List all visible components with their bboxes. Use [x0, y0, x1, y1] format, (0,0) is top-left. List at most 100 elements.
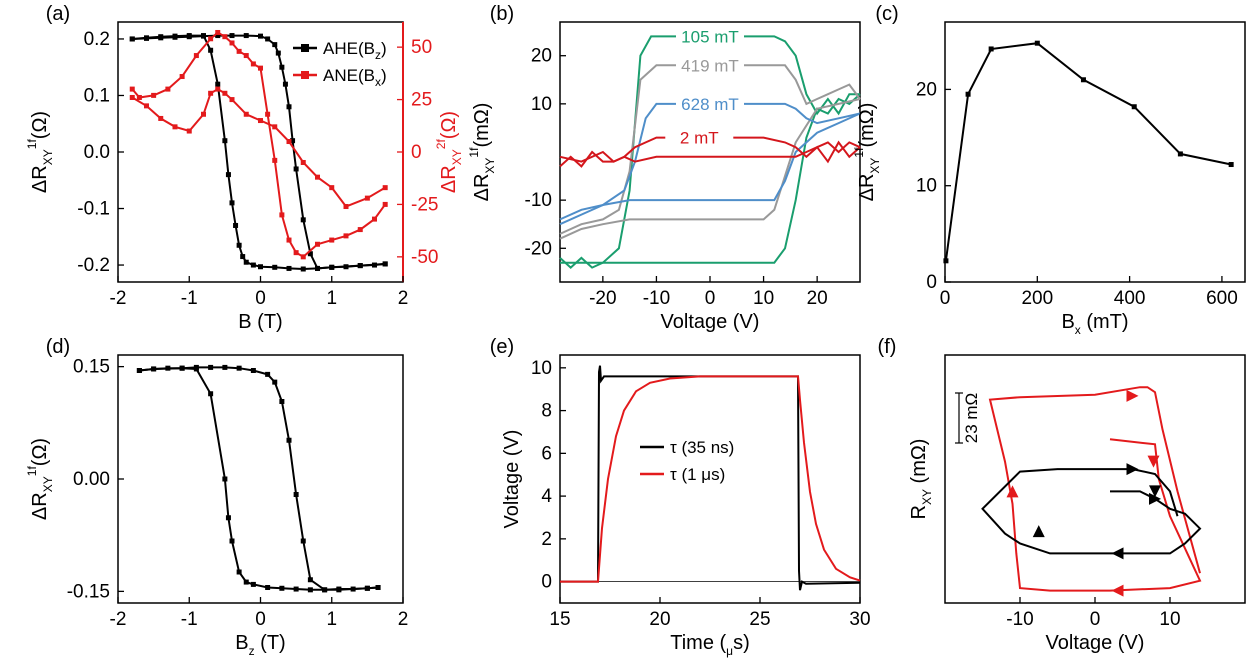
y-tick-label: -0.15: [67, 581, 110, 602]
y-right-tick-label: 25: [411, 90, 432, 111]
y-axis-label: ΔRXY1f(Ω): [25, 111, 55, 193]
data-point: [208, 47, 214, 53]
y-tick-label: 0.0: [84, 142, 110, 163]
y-tick-label: 10: [531, 94, 552, 115]
data-point: [151, 366, 157, 372]
y-axis-label: ΔRXY1f(mΩ): [467, 103, 497, 202]
data-point: [186, 34, 192, 40]
series-line: [560, 93, 861, 264]
series-line: [139, 366, 379, 591]
data-point: [286, 139, 292, 145]
data-point: [225, 515, 231, 521]
series-line: [559, 141, 861, 163]
x-axis-label: Voltage (V): [661, 311, 760, 333]
data-point: [357, 227, 363, 233]
data-point: [243, 53, 249, 59]
x-tick-label: 1: [326, 288, 337, 309]
y-right-axis-label: ΔRXY2f(Ω): [434, 111, 464, 193]
data-point: [236, 569, 242, 575]
y-tick-label: -20: [525, 238, 552, 259]
data-point: [265, 111, 271, 117]
x-tick-label: 10: [753, 288, 774, 309]
data-point: [250, 262, 256, 268]
data-point: [329, 237, 335, 243]
data-point: [286, 265, 292, 271]
x-tick-label: 30: [849, 609, 870, 630]
data-point: [965, 91, 971, 97]
series-line: [560, 375, 861, 583]
y-axis-label: Voltage (V): [501, 430, 523, 529]
data-point: [258, 118, 263, 124]
data-point: [336, 587, 342, 593]
plot-frame: [559, 354, 861, 604]
data-point: [229, 33, 235, 39]
data-point: [265, 36, 271, 42]
x-tick-label: -2: [110, 609, 127, 630]
x-tick-label: 2: [398, 288, 409, 309]
x-tick-label: 0: [255, 288, 266, 309]
data-point: [364, 195, 370, 201]
data-point: [233, 222, 239, 228]
data-point: [286, 237, 292, 243]
data-point: [165, 86, 171, 92]
data-point: [215, 29, 221, 35]
data-point: [943, 258, 949, 264]
data-point: [151, 92, 157, 98]
data-point: [293, 250, 299, 256]
data-point: [144, 35, 149, 41]
panel-label: (e): [490, 336, 514, 358]
data-point: [129, 86, 135, 92]
data-point: [250, 581, 256, 587]
data-point: [215, 81, 221, 87]
data-point: [179, 365, 185, 371]
annotation-bg: [676, 93, 744, 112]
data-point: [286, 437, 292, 443]
data-point: [300, 217, 306, 223]
data-point: [215, 86, 221, 92]
data-point: [293, 166, 299, 172]
data-point: [215, 33, 221, 39]
x-tick-label: 0: [705, 288, 716, 309]
data-point: [300, 538, 306, 544]
y-tick-label: -0.1: [77, 199, 110, 220]
y-tick-label: 6: [541, 443, 552, 464]
data-point: [222, 364, 228, 370]
data-point: [300, 254, 306, 260]
data-point: [329, 264, 335, 270]
data-point: [236, 48, 242, 54]
data-point: [286, 104, 292, 110]
panel-d: -2 -1 0 1 2 0.15 0.00 -0.15 (d) Bz (T) ΔRXY1f(Ω): [25, 336, 408, 658]
data-point: [279, 64, 285, 70]
data-point: [272, 157, 278, 163]
data-point: [243, 579, 249, 585]
direction-arrow: [1147, 455, 1160, 468]
panel-b: -20 -10 0 10 20 20 10 -10 -20 (b) Voltage (V) ΔRXY1…: [467, 3, 861, 333]
panel-label: (d): [46, 336, 70, 358]
data-point: [172, 34, 178, 40]
panel-c: 0 200 400 600 0 10 20 (c) Bx (mT) ΔRXY1f(mΩ): [852, 3, 1246, 337]
data-point: [222, 90, 228, 96]
data-point: [229, 538, 235, 544]
data-point: [258, 65, 263, 71]
y-right-tick-label: -50: [411, 247, 438, 268]
annotation-bg: [676, 26, 744, 45]
data-point: [243, 259, 249, 265]
series-line: [559, 112, 861, 221]
data-point: [988, 46, 994, 52]
x-axis-label: Time (μs): [670, 632, 750, 658]
x-axis-label: B (T): [238, 311, 282, 333]
series-annotation: 2 mT: [680, 129, 719, 148]
data-point: [165, 365, 171, 371]
y-tick-label: 0.1: [84, 85, 110, 106]
data-point: [201, 33, 206, 39]
y-tick-label: 0.2: [84, 29, 110, 50]
legend-marker: [301, 44, 309, 52]
plot-frame: [944, 354, 1246, 604]
data-point: [282, 81, 288, 87]
data-point: [300, 266, 306, 272]
y-axis-label: ΔRXY1f(Ω): [25, 438, 55, 520]
data-point: [279, 212, 285, 218]
data-point: [243, 111, 249, 117]
data-point: [229, 40, 235, 46]
